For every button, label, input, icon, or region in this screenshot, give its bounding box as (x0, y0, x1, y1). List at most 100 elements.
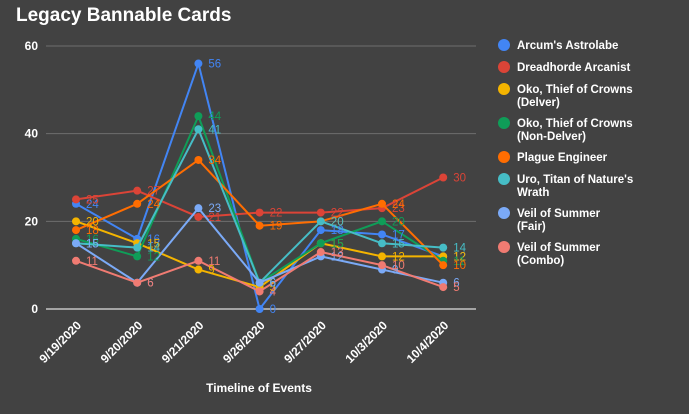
legend-marker (498, 173, 510, 185)
legend-marker (498, 83, 510, 95)
data-label: 16 (86, 234, 99, 246)
data-label: 11 (208, 256, 220, 268)
data-point (378, 239, 386, 248)
series-2 (72, 173, 448, 221)
data-label: 23 (208, 203, 221, 215)
data-label: 27 (147, 186, 160, 198)
data-point (194, 212, 203, 221)
data-label: 6 (147, 278, 153, 290)
data-point (194, 125, 203, 134)
data-point (133, 278, 142, 287)
data-point (439, 243, 448, 252)
data-label: 21 (208, 212, 221, 224)
data-label: 23 (392, 203, 405, 215)
legend-marker (498, 151, 510, 163)
data-point (133, 243, 142, 252)
data-point (255, 287, 264, 296)
x-axis-title: Timeline of Events (206, 381, 312, 395)
data-label: 9 (208, 265, 214, 277)
data-label: 14 (147, 243, 160, 255)
data-label: 20 (86, 216, 99, 228)
data-point (316, 226, 325, 235)
data-point (72, 195, 80, 204)
legend-label: Plague Engineer (517, 152, 608, 164)
data-label: 20 (331, 216, 344, 228)
y-tick-label: 0 (31, 302, 38, 316)
data-label: 11 (453, 256, 465, 268)
data-point (255, 305, 264, 313)
legend-label: Arcum's Astrolabe (517, 40, 618, 52)
legend-marker (498, 61, 510, 73)
data-point (378, 199, 386, 208)
data-point (133, 186, 142, 195)
data-label: 12 (392, 251, 405, 263)
series-layer (72, 59, 448, 313)
data-label: 24 (147, 199, 160, 211)
data-point (72, 239, 80, 248)
data-label: 34 (208, 155, 221, 167)
data-label: 10 (392, 260, 405, 272)
data-label: 12 (331, 251, 344, 263)
x-axis-ticks: 9/19/2020 9/20/2020 9/21/2020 9/26/2020 9/27… (36, 318, 451, 366)
x-tick-label: 10/3/2020 (342, 318, 390, 366)
data-point (194, 155, 203, 164)
data-point (72, 256, 80, 265)
legend-item: Plague Engineer (498, 151, 608, 164)
data-point (72, 226, 80, 235)
data-label: 15 (147, 238, 160, 250)
legend: Arcum's Astrolabe Dreadhorde Arcanist Oko,… (498, 39, 633, 267)
data-label: 15 (86, 238, 99, 250)
data-label: 22 (270, 208, 283, 220)
data-label: 9 (392, 265, 398, 277)
data-label: 17 (392, 229, 405, 241)
data-point (255, 208, 264, 217)
data-point (378, 252, 386, 261)
data-label: 4 (270, 286, 277, 298)
data-label: 56 (208, 59, 221, 71)
y-axis-ticks: 0 20 40 60 (25, 39, 39, 316)
data-label: 6 (147, 278, 153, 290)
legend-label: Veil of Summer (Fair) (517, 208, 601, 233)
legend-label: Veil of Summer (Combo) (517, 242, 601, 267)
chart-title: Legacy Bannable Cards (16, 5, 231, 26)
data-label: 6 (270, 278, 276, 290)
legend-marker (498, 241, 510, 253)
data-label: 15 (331, 238, 344, 250)
series-1 (72, 59, 448, 313)
data-label: 18 (331, 225, 344, 237)
legend-label: Oko, Thief of Crowns (Delver) (517, 84, 633, 109)
data-point (194, 204, 203, 213)
data-label: 19 (270, 221, 283, 233)
series-5 (72, 155, 448, 270)
legend-marker (498, 39, 510, 51)
legend-item: Arcum's Astrolabe (498, 39, 618, 52)
x-tick-label: 10/4/2020 (404, 318, 452, 366)
data-label: 6 (270, 278, 276, 290)
legend-item: Veil of Summer (Combo) (498, 241, 601, 267)
series-4 (72, 112, 448, 287)
series-6 (72, 125, 448, 287)
data-label: 25 (86, 194, 99, 206)
data-label: 20 (331, 216, 344, 228)
data-label: 5 (270, 282, 276, 294)
series-8 (72, 248, 448, 296)
data-point (378, 261, 386, 270)
data-label: 14 (453, 243, 466, 255)
data-point (255, 278, 264, 287)
data-label: 12 (453, 251, 466, 263)
legend-marker (498, 117, 510, 129)
series-line (75, 62, 444, 310)
data-point (316, 248, 325, 257)
data-point (133, 199, 142, 208)
legend-item: Veil of Summer (Fair) (498, 207, 601, 233)
data-label: 44 (208, 111, 221, 123)
x-tick-label: 9/21/2020 (159, 318, 207, 366)
legend-item: Uro, Titan of Nature's Wrath (498, 173, 633, 199)
y-tick-label: 20 (25, 214, 39, 228)
data-label: 6 (270, 278, 276, 290)
data-point (133, 252, 142, 261)
legend-item: Oko, Thief of Crowns (Delver) (498, 83, 633, 109)
data-point (439, 283, 448, 292)
data-label: 24 (392, 199, 405, 211)
data-label: 5 (453, 282, 459, 294)
